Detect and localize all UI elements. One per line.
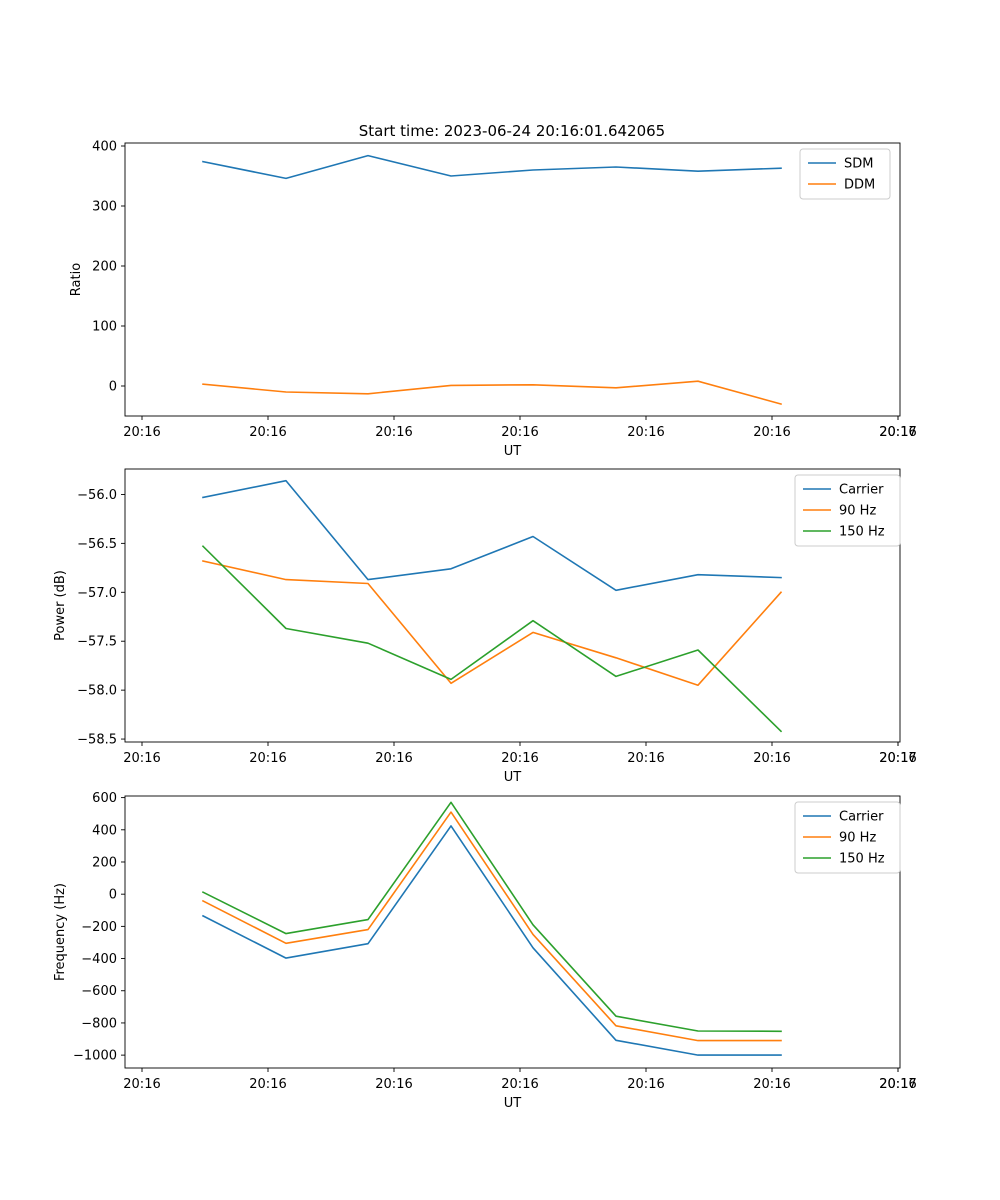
x-tick-label: 20:16 (249, 425, 286, 440)
y-tick-label: −800 (81, 1016, 117, 1031)
x-tick-label: 20:16 (123, 425, 160, 440)
legend: Carrier 90 Hz 150 Hz (794, 474, 901, 547)
figure-title: Start time: 2023-06-24 20:16:01.642065 (359, 122, 665, 140)
y-axis-label: Ratio (69, 263, 84, 296)
axes-frame (124, 795, 901, 1069)
x-tick-label: 20:16 (501, 425, 538, 440)
legend-label: 150 Hz (839, 525, 885, 540)
legend-box (799, 148, 891, 200)
y-tick-label: −57.5 (77, 635, 117, 650)
series-line-carrier (201, 825, 782, 1056)
x-tick-label: 20:16 (249, 1077, 286, 1092)
y-tick-label: 200 (92, 855, 117, 870)
y-tick-label: 100 (92, 320, 117, 335)
subplot-2: −58.5 −58.0 −57.5 −57.0 −56.5 −56.0 20:16 20:16… (53, 468, 917, 785)
y-tick-label: 200 (92, 260, 117, 275)
x-tick-label: 20:16 (123, 1077, 160, 1092)
y-tick-label: −56.5 (77, 537, 117, 552)
x-tick-label: 20:17 (879, 1077, 916, 1092)
series-line-carrier (202, 479, 782, 592)
legend-label: SDM (844, 157, 873, 172)
y-tick-label: −400 (81, 952, 117, 967)
axes-frame (124, 468, 901, 743)
x-tick-label: 20:16 (627, 425, 664, 440)
x-tick-label: 20:16 (249, 751, 286, 766)
series-line-150-hz (201, 545, 783, 733)
legend-label: DDM (844, 178, 875, 193)
series-line-sdm (202, 154, 782, 180)
legend-label: Carrier (839, 483, 884, 498)
series-line-ddm (202, 380, 782, 405)
x-tick-label: 20:16 (753, 425, 790, 440)
axes-frame (124, 142, 901, 417)
x-tick-label: 20:16 (627, 751, 664, 766)
legend-label: 90 Hz (839, 831, 876, 846)
y-tick-label: 300 (92, 200, 117, 215)
x-tick-label: 20:16 (753, 751, 790, 766)
x-tick-label: 20:16 (879, 425, 916, 440)
y-tick-label: 400 (92, 823, 117, 838)
x-tick-label: 20:16 (753, 1077, 790, 1092)
legend-label: 150 Hz (839, 852, 885, 867)
series-line-150-hz (201, 801, 782, 1033)
y-axis-label: Power (dB) (53, 570, 68, 641)
x-axis-label: UT (504, 1096, 522, 1111)
x-tick-label: 20:16 (375, 751, 412, 766)
x-axis-label: UT (504, 444, 522, 459)
x-tick-label: 20:16 (879, 1077, 916, 1092)
x-tick-label: 20:16 (627, 1077, 664, 1092)
y-tick-label: −58.5 (77, 733, 117, 748)
legend: Carrier 90 Hz 150 Hz (794, 801, 901, 874)
y-tick-label: −200 (81, 920, 117, 935)
y-tick-label: −1000 (73, 1049, 117, 1064)
y-tick-label: 400 (92, 140, 117, 155)
x-tick-label: 20:16 (123, 751, 160, 766)
legend-box (794, 801, 901, 874)
x-tick-label: 20:17 (879, 751, 916, 766)
y-axis-label: Frequency (Hz) (53, 883, 68, 981)
y-tick-label: −600 (81, 984, 117, 999)
y-tick-label: 600 (92, 791, 117, 806)
x-tick-label: 20:16 (501, 751, 538, 766)
y-tick-label: 0 (109, 888, 117, 903)
x-tick-label: 20:16 (375, 425, 412, 440)
legend: SDM DDM (799, 148, 891, 200)
y-tick-label: −57.0 (77, 586, 117, 601)
x-tick-label: 20:16 (501, 1077, 538, 1092)
y-tick-label: −56.0 (77, 488, 117, 503)
legend-label: 90 Hz (839, 504, 876, 519)
legend-label: Carrier (839, 810, 884, 825)
x-tick-label: 20:16 (375, 1077, 412, 1092)
legend-box (794, 474, 901, 547)
x-tick-label: 20:16 (879, 751, 916, 766)
x-axis-label: UT (504, 770, 522, 785)
x-tick-label: 20:17 (879, 425, 916, 440)
y-tick-label: 0 (109, 380, 117, 395)
y-tick-label: −58.0 (77, 684, 117, 699)
series-line-90-hz (202, 560, 783, 687)
series-line-90-hz (201, 811, 782, 1042)
